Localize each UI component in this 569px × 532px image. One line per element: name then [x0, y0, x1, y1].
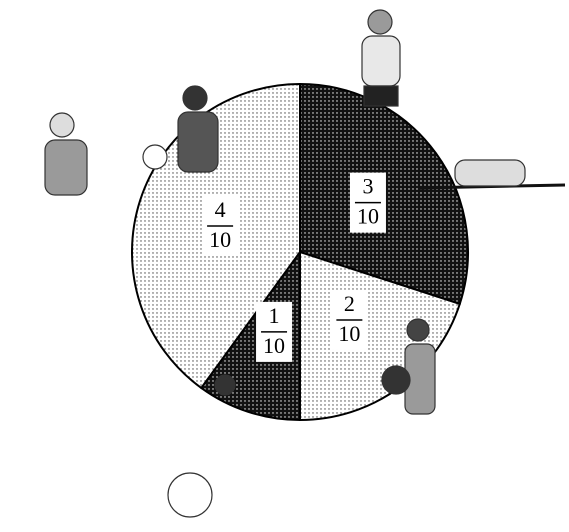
cyclist-head: [214, 374, 236, 396]
fraction-numerator: 4: [215, 197, 226, 222]
runner-body: [361, 35, 401, 87]
runner-shorts: [363, 85, 399, 107]
fraction-numerator: 2: [344, 291, 355, 316]
illustrations: [44, 9, 566, 518]
fraction-numerator: 1: [269, 303, 280, 328]
ball: [142, 144, 168, 170]
runner-head: [367, 9, 393, 35]
player-head: [49, 112, 75, 138]
labels: 3 10 2 10 1 10 4 10: [202, 172, 386, 362]
jumper-body: [454, 159, 526, 187]
fraction-denominator: 10: [357, 204, 379, 229]
kicker-head: [182, 85, 208, 111]
fraction-numerator: 3: [362, 174, 373, 199]
bike-wheel: [167, 472, 213, 518]
fraction-denominator: 10: [338, 321, 360, 346]
fraction-denominator: 10: [209, 227, 231, 252]
basketball: [381, 365, 411, 395]
fraction-denominator: 10: [263, 333, 285, 358]
player-body: [44, 139, 88, 196]
basket-head: [406, 318, 430, 342]
kicker-body: [177, 111, 219, 173]
